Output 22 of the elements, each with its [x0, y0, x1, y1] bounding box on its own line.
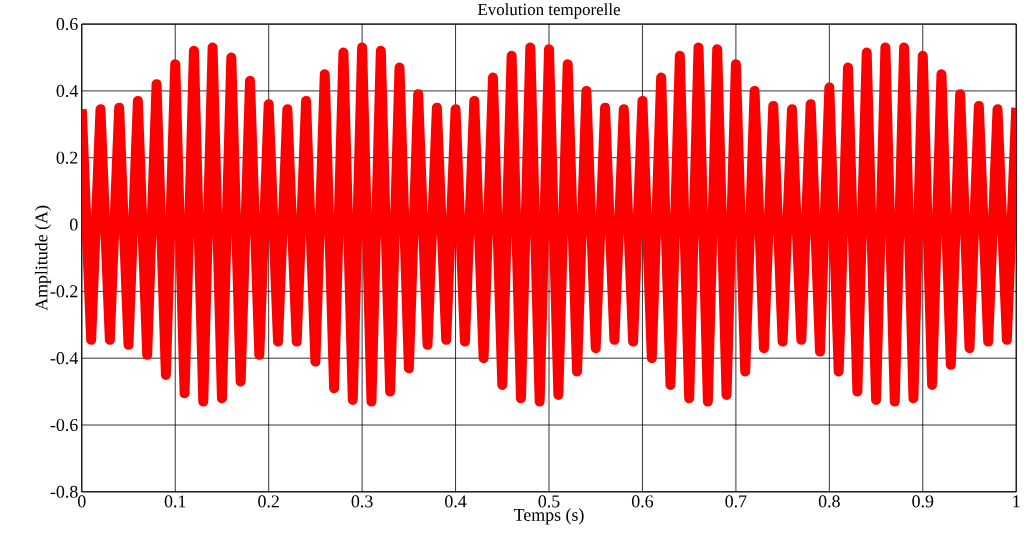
y-tick-label: 0	[70, 218, 78, 231]
y-tick-label: 0.4	[56, 85, 78, 98]
y-tick-label: -0.2	[50, 285, 78, 298]
chart-title: Evolution temporelle	[477, 3, 620, 19]
x-tick-label: 0.2	[258, 495, 279, 508]
y-tick-label: 0.6	[56, 18, 78, 31]
x-tick-label: 0.1	[164, 495, 186, 508]
y-tick-label: -0.6	[50, 419, 78, 432]
y-tick-label: -0.4	[50, 352, 78, 365]
x-tick-label: 0.6	[631, 495, 654, 508]
x-tick-label: 0.9	[912, 495, 934, 508]
x-axis-title: Temps (s)	[513, 508, 584, 525]
y-tick-label: -0.8	[50, 485, 78, 499]
x-tick-label: 0	[78, 495, 86, 508]
y-tick-label: 0.2	[56, 151, 78, 164]
y-axis-title: Amplitude (A)	[34, 206, 52, 311]
x-tick-label: 0.7	[725, 495, 747, 508]
x-tick-label: 0.5	[538, 495, 560, 508]
x-tick-label: 0.8	[818, 495, 840, 508]
x-tick-label: 0.4	[445, 495, 467, 508]
x-tick-label: 0.3	[351, 495, 373, 508]
x-tick-label: 1	[1013, 495, 1020, 508]
